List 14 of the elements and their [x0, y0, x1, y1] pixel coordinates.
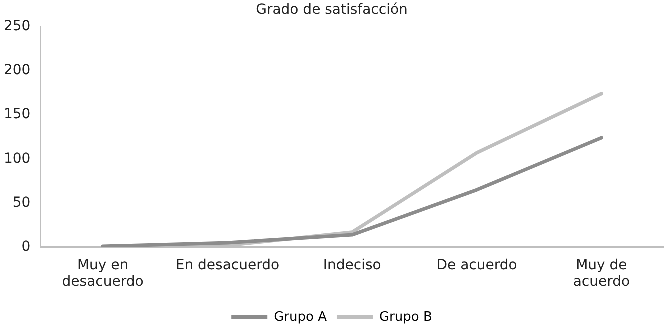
y-tick-label: 100: [4, 150, 31, 167]
y-tick-label: 0: [22, 239, 31, 256]
y-tick-label: 150: [4, 106, 31, 123]
x-tick-label: Muy de acuerdo: [573, 257, 630, 290]
x-tick-label: En desacuerdo: [176, 257, 280, 274]
y-tick-label: 50: [12, 194, 31, 211]
legend-label: Grupo A: [274, 310, 328, 325]
legend-label: Grupo B: [379, 310, 432, 325]
x-tick-label: Indeciso: [323, 257, 382, 274]
chart-title: Grado de satisfacción: [256, 2, 408, 18]
y-tick-label: 250: [4, 18, 31, 34]
y-tick-label: 200: [4, 62, 31, 79]
x-tick-label: De acuerdo: [436, 257, 518, 274]
x-tick-label: Muy en desacuerdo: [62, 257, 144, 290]
